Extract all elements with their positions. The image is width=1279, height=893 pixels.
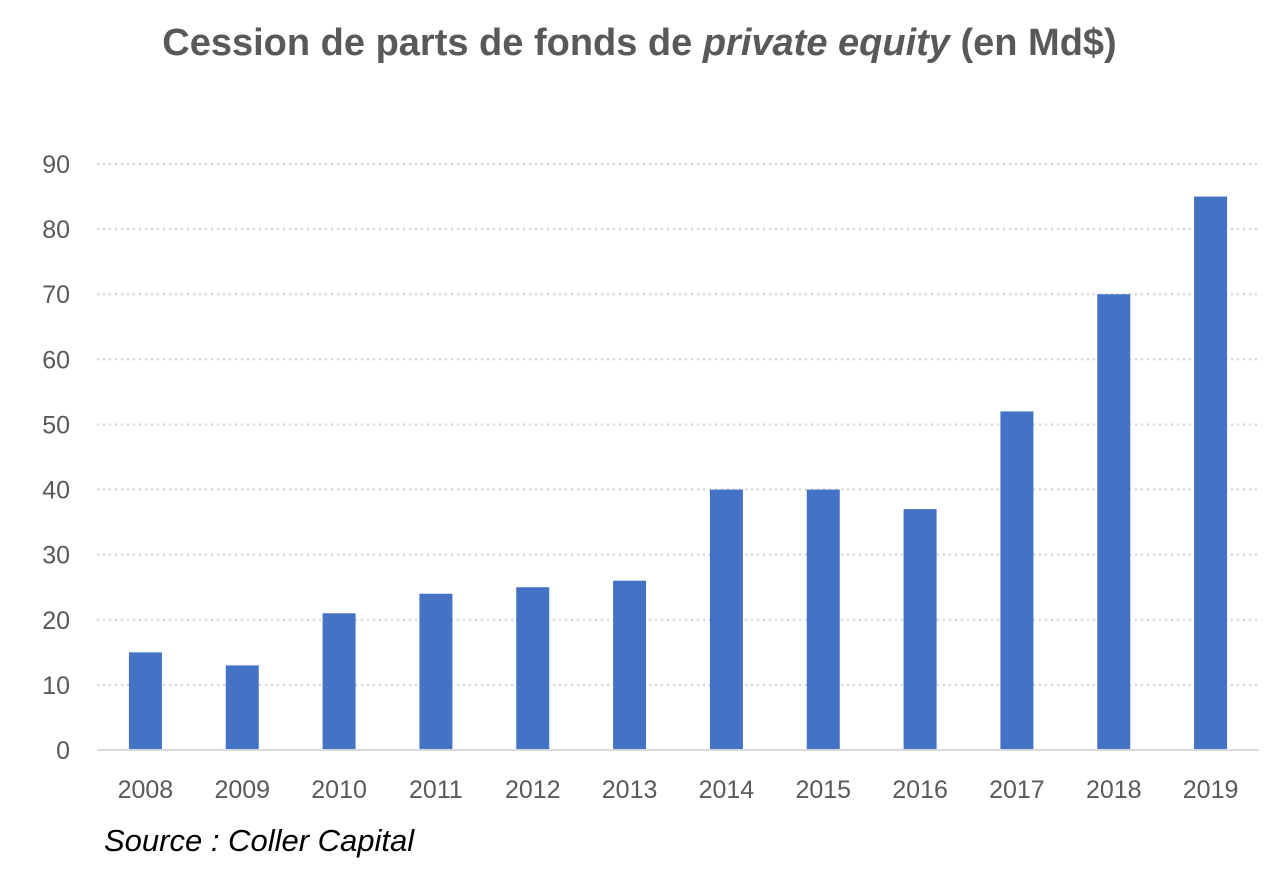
x-tick-label: 2010 — [311, 776, 367, 804]
x-tick-label: 2012 — [505, 776, 561, 804]
bar — [128, 652, 162, 750]
y-tick-label: 10 — [42, 672, 70, 700]
gridlines — [97, 163, 1259, 686]
title-italic: private equity — [702, 22, 950, 64]
y-tick-label: 50 — [42, 411, 70, 439]
x-tick-label: 2015 — [795, 776, 851, 804]
title-part2: (en Md$) — [949, 22, 1117, 64]
x-tick-label: 2011 — [409, 776, 463, 804]
y-tick-label: 20 — [42, 607, 70, 635]
x-tick-label: 2014 — [699, 776, 755, 804]
bar — [1097, 294, 1131, 750]
y-tick-label: 90 — [42, 151, 70, 179]
bar — [903, 509, 937, 750]
bar — [516, 587, 550, 750]
bar — [1000, 411, 1034, 750]
bar — [322, 613, 356, 750]
x-tick-label: 2013 — [602, 776, 658, 804]
x-tick-label: 2009 — [214, 776, 270, 804]
y-tick-label: 40 — [42, 477, 70, 505]
y-tick-label: 70 — [42, 281, 70, 309]
x-tick-label: 2019 — [1183, 776, 1239, 804]
bar — [709, 489, 743, 750]
source-note: Source : Coller Capital — [104, 823, 415, 858]
y-tick-label: 80 — [42, 216, 70, 244]
x-tick-label: 2008 — [118, 776, 174, 804]
chart-title: Cession de parts de fonds de private equ… — [0, 22, 1279, 65]
bar — [806, 489, 840, 750]
title-part1: Cession de parts de fonds de — [162, 22, 703, 64]
x-axis-ticks: 2008 2009 2010 2011 2012 2013 2014 2015 2016 2017… — [118, 776, 1239, 804]
y-tick-label: 0 — [56, 737, 70, 765]
bars — [128, 196, 1228, 751]
bar — [419, 593, 453, 750]
x-tick-label: 2018 — [1086, 776, 1142, 804]
bar — [1194, 196, 1228, 751]
bar — [613, 580, 647, 750]
y-axis-ticks: 0 10 20 30 40 50 60 70 80 90 — [42, 151, 70, 765]
bar — [225, 665, 259, 750]
y-tick-label: 60 — [42, 346, 70, 374]
x-tick-label: 2017 — [989, 776, 1045, 804]
y-tick-label: 30 — [42, 542, 70, 570]
x-tick-label: 2016 — [892, 776, 948, 804]
